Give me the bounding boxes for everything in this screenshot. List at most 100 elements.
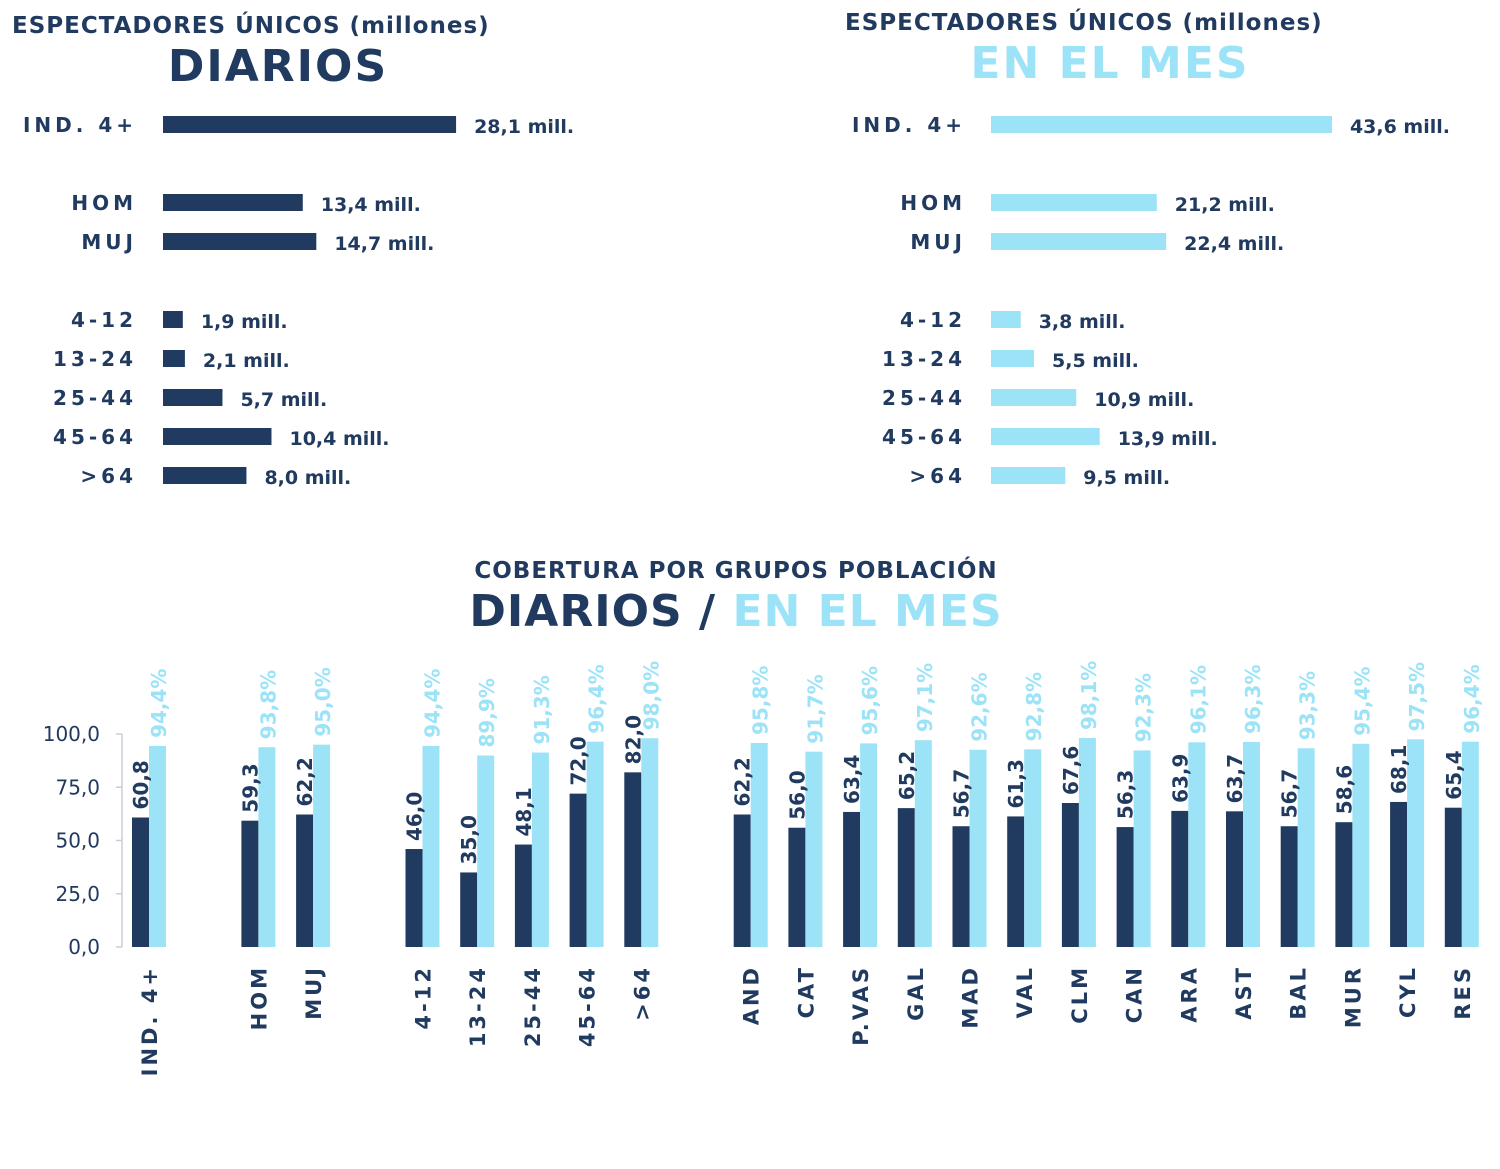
category-label: HOM bbox=[71, 191, 137, 215]
x-category-label: CYL bbox=[1396, 965, 1420, 1018]
data-label-diarios: 56,0 bbox=[785, 770, 809, 819]
bar-mes bbox=[531, 752, 549, 947]
data-label: 5,5 mill. bbox=[1052, 350, 1139, 372]
bar-diarios bbox=[163, 389, 223, 406]
bar-mes bbox=[860, 743, 878, 947]
x-category-label: MUR bbox=[1341, 965, 1365, 1028]
data-label-mes: 94,4% bbox=[147, 669, 171, 738]
data-label-diarios: 63,4 bbox=[840, 755, 864, 804]
bar-diarios bbox=[163, 467, 247, 484]
category-label: >64 bbox=[909, 464, 966, 488]
left-title: DIARIOS bbox=[168, 41, 388, 92]
bar-diarios bbox=[1444, 807, 1462, 947]
x-category-label: VAL bbox=[1013, 965, 1037, 1018]
data-label-diarios: 82,0 bbox=[621, 715, 645, 764]
category-label: 4-12 bbox=[71, 308, 137, 332]
data-label-diarios: 62,2 bbox=[731, 757, 755, 806]
data-label-diarios: 46,0 bbox=[403, 792, 427, 841]
bar-mes bbox=[914, 740, 932, 947]
data-label-diarios: 62,2 bbox=[293, 757, 317, 806]
data-label-mes: 91,7% bbox=[803, 674, 827, 743]
data-label-diarios: 59,3 bbox=[238, 763, 262, 812]
bar-mes bbox=[477, 755, 495, 947]
data-label: 8,0 mill. bbox=[264, 467, 351, 489]
data-label-mes: 93,8% bbox=[256, 670, 280, 739]
bar-diarios bbox=[1280, 826, 1298, 947]
data-label: 10,4 mill. bbox=[289, 428, 389, 450]
bar-mes bbox=[991, 233, 1167, 250]
bar-diarios bbox=[132, 817, 149, 947]
bar-diarios bbox=[163, 116, 457, 133]
data-label: 22,4 mill. bbox=[1184, 233, 1284, 255]
data-label-mes: 95,6% bbox=[858, 666, 882, 735]
data-label-mes: 95,0% bbox=[311, 667, 335, 736]
bar-mes bbox=[1461, 741, 1479, 947]
data-label-diarios: 63,9 bbox=[1168, 754, 1192, 803]
data-label: 13,9 mill. bbox=[1118, 428, 1218, 450]
bar-diarios bbox=[163, 194, 303, 211]
bar-diarios bbox=[1226, 811, 1243, 947]
x-category-label: 25-44 bbox=[521, 965, 545, 1047]
category-label: IND. 4+ bbox=[23, 113, 137, 137]
bar-mes bbox=[991, 389, 1077, 406]
bar-mes bbox=[805, 751, 823, 947]
data-label: 10,9 mill. bbox=[1094, 389, 1194, 411]
x-category-label: BAL bbox=[1287, 965, 1311, 1020]
bar-mes bbox=[750, 742, 768, 947]
bar-mes bbox=[1407, 739, 1425, 947]
bar-diarios bbox=[843, 811, 861, 947]
bottom-title-diarios: DIARIOS bbox=[469, 586, 682, 637]
data-label: 3,8 mill. bbox=[1039, 311, 1126, 333]
bar-mes bbox=[422, 745, 440, 947]
y-tick-label: 75,0 bbox=[55, 775, 100, 799]
x-category-label: 4-12 bbox=[412, 965, 436, 1030]
data-label: 13,4 mill. bbox=[321, 194, 421, 216]
bar-mes bbox=[641, 738, 659, 947]
bar-mes bbox=[969, 749, 987, 947]
bar-mes bbox=[586, 741, 604, 947]
data-label-mes: 92,8% bbox=[1022, 672, 1046, 741]
data-label-mes: 92,3% bbox=[1132, 673, 1156, 742]
data-label: 21,2 mill. bbox=[1175, 194, 1275, 216]
x-category-label: CAN bbox=[1123, 965, 1147, 1023]
bar-mes bbox=[1078, 738, 1096, 947]
data-label-diarios: 63,7 bbox=[1223, 754, 1247, 803]
bar-diarios bbox=[624, 772, 642, 947]
bar-mes bbox=[991, 194, 1157, 211]
bar-mes bbox=[991, 116, 1332, 133]
x-category-label: IND. 4+ bbox=[138, 965, 162, 1076]
data-label-mes: 95,4% bbox=[1350, 666, 1374, 735]
bar-mes bbox=[991, 428, 1100, 445]
bar-mes bbox=[1243, 741, 1260, 947]
data-label-diarios: 56,3 bbox=[1114, 770, 1138, 819]
data-label: 5,7 mill. bbox=[240, 389, 327, 411]
x-category-label: 13-24 bbox=[466, 965, 490, 1047]
bar-mes bbox=[1352, 743, 1370, 947]
x-category-label: ARA bbox=[1177, 965, 1201, 1023]
category-label: 45-64 bbox=[53, 425, 137, 449]
category-label: 13-24 bbox=[882, 347, 966, 371]
category-label: 25-44 bbox=[882, 386, 966, 410]
data-label-diarios: 67,6 bbox=[1059, 746, 1083, 795]
data-label-diarios: 35,0 bbox=[457, 815, 481, 864]
x-category-label: MUJ bbox=[302, 965, 326, 1020]
x-category-label: P.VAS bbox=[849, 965, 873, 1046]
data-label-diarios: 56,7 bbox=[950, 769, 974, 818]
bar-diarios bbox=[569, 793, 587, 947]
right-title: EN EL MES bbox=[970, 38, 1249, 89]
bar-mes bbox=[991, 350, 1035, 367]
bar-diarios bbox=[1061, 803, 1079, 947]
category-label: 25-44 bbox=[53, 386, 137, 410]
bottom-title-slash: / bbox=[699, 586, 716, 637]
bar-diarios bbox=[897, 808, 915, 947]
data-label: 1,9 mill. bbox=[201, 311, 288, 333]
data-label-mes: 97,5% bbox=[1405, 662, 1429, 731]
category-label: IND. 4+ bbox=[852, 113, 966, 137]
data-label-diarios: 68,1 bbox=[1387, 745, 1411, 794]
bar-diarios bbox=[1171, 810, 1189, 947]
y-tick-label: 50,0 bbox=[55, 829, 100, 853]
bar-diarios bbox=[296, 814, 314, 947]
y-tick-label: 0,0 bbox=[68, 935, 100, 959]
left-supertitle: ESPECTADORES ÚNICOS (millones) bbox=[12, 11, 490, 39]
